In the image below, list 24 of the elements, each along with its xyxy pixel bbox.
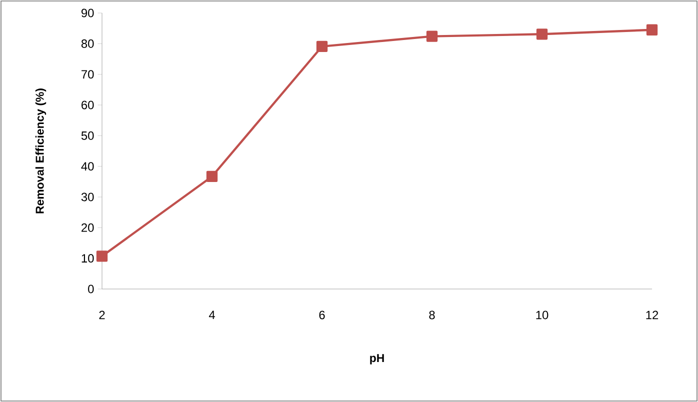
- point: [206, 170, 218, 182]
- point: [646, 24, 658, 36]
- y-axis-title: Removal Efficiency (%): [35, 88, 46, 214]
- x-tick-label: 2: [99, 310, 105, 320]
- y-tick-label: 50: [81, 131, 94, 140]
- x-axis-title: pH: [370, 354, 384, 364]
- x-tick-label: 10: [536, 310, 548, 320]
- y-tick-label: 20: [82, 223, 94, 232]
- y-tick-label: 0: [88, 284, 94, 294]
- x-tick-label: 4: [208, 310, 215, 319]
- y-tick-label: 70: [82, 70, 94, 79]
- x-tick-label: 12: [646, 310, 658, 320]
- point: [316, 40, 328, 52]
- y-tick-label: 90: [81, 8, 94, 18]
- y-tick-label: 80: [81, 39, 94, 48]
- y-tick-label: 60: [82, 100, 94, 110]
- y-tick-label: 30: [81, 192, 94, 202]
- point: [96, 250, 108, 262]
- point: [426, 30, 438, 42]
- point: [536, 28, 548, 40]
- y-tick-label: 40: [81, 162, 94, 171]
- x-tick-label: 6: [319, 310, 325, 320]
- y-tick-label: 10: [82, 254, 94, 263]
- x-tick-label: 8: [429, 310, 435, 320]
